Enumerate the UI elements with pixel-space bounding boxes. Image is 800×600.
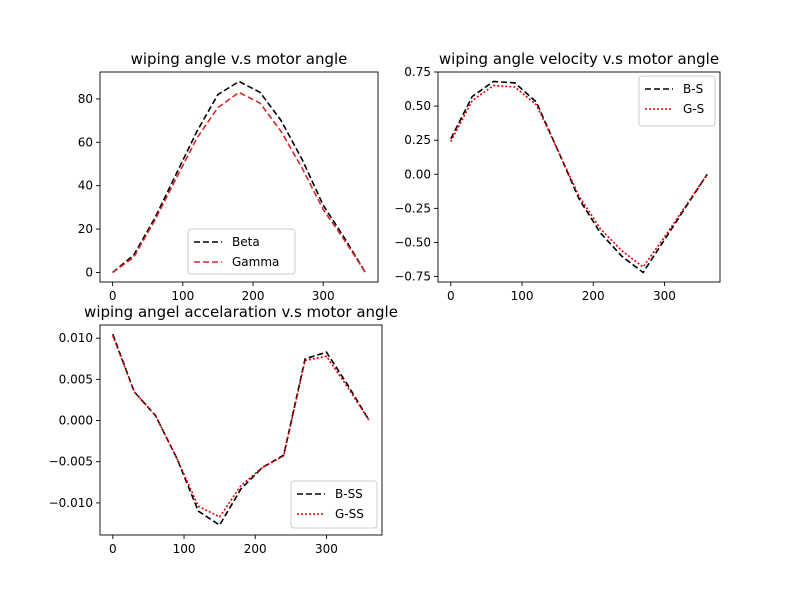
y-tick-label: −0.75 — [394, 270, 431, 284]
y-tick-label: 20 — [78, 222, 93, 236]
x-tick-label: 200 — [582, 289, 605, 303]
y-tick-label: 0.005 — [59, 372, 93, 386]
legend-label-beta: Beta — [232, 235, 260, 249]
x-tick-label: 0 — [447, 289, 455, 303]
y-tick-label: 0.25 — [404, 133, 431, 147]
x-tick-label: 100 — [173, 542, 196, 556]
y-tick-label: −0.50 — [394, 235, 431, 249]
y-tick-label: −0.005 — [49, 455, 93, 469]
axes-frame — [99, 71, 379, 283]
y-tick-label: 0.000 — [59, 414, 93, 428]
legend-label-b-ss: B-SS — [335, 487, 363, 501]
y-tick-label: 80 — [78, 92, 93, 106]
y-tick-label: 60 — [78, 135, 93, 149]
x-tick-label: 300 — [312, 289, 335, 303]
y-tick-label: 0 — [85, 265, 93, 279]
y-tick-label: −0.25 — [394, 201, 431, 215]
chart-title-3: wiping angel accelaration v.s motor angl… — [84, 303, 398, 321]
y-tick-label: 0.50 — [404, 99, 431, 113]
series-line-gamma — [112, 91, 367, 274]
axes-frame — [99, 324, 383, 536]
x-tick-label: 200 — [242, 289, 265, 303]
legend: B-S G-S — [638, 75, 716, 127]
chart-title-1: wiping angle v.s motor angle — [131, 50, 348, 68]
series-line-g-ss — [112, 335, 370, 518]
chart-panel-2: wiping angle velocity v.s motor angle 0 10… — [394, 50, 721, 303]
series-line-g-s — [450, 84, 708, 269]
legend-frame — [638, 75, 716, 127]
legend-label-g-s: G-S — [683, 102, 704, 116]
x-tick-label: 0 — [109, 542, 117, 556]
legend-frame — [290, 480, 378, 529]
chart-panel-3: wiping angel accelaration v.s motor angl… — [49, 303, 398, 556]
y-tick-label: 0.75 — [404, 65, 431, 79]
legend-label-gamma: Gamma — [232, 255, 279, 269]
y-tick-label: 0.00 — [404, 167, 431, 181]
series-line-b-s — [450, 80, 708, 274]
x-tick-label: 300 — [653, 289, 676, 303]
legend: B-SS G-SS — [290, 480, 378, 529]
y-tick-label: −0.010 — [49, 496, 93, 510]
x-tick-label: 300 — [315, 542, 338, 556]
legend: Beta Gamma — [187, 228, 296, 275]
legend-label-b-s: B-S — [683, 82, 703, 96]
y-tick-label: 40 — [78, 179, 93, 193]
x-tick-label: 0 — [109, 289, 117, 303]
chart-title-2: wiping angle velocity v.s motor angle — [439, 50, 719, 68]
legend-label-g-ss: G-SS — [335, 507, 364, 521]
axes-frame — [437, 71, 721, 283]
y-tick-label: 0.010 — [59, 331, 93, 345]
x-tick-label: 100 — [171, 289, 194, 303]
x-tick-label: 200 — [244, 542, 267, 556]
chart-panel-1: wiping angle v.s motor angle 0 100 200 300 0 2… — [78, 50, 379, 303]
x-tick-label: 100 — [511, 289, 534, 303]
series-line-b-ss — [112, 333, 370, 527]
